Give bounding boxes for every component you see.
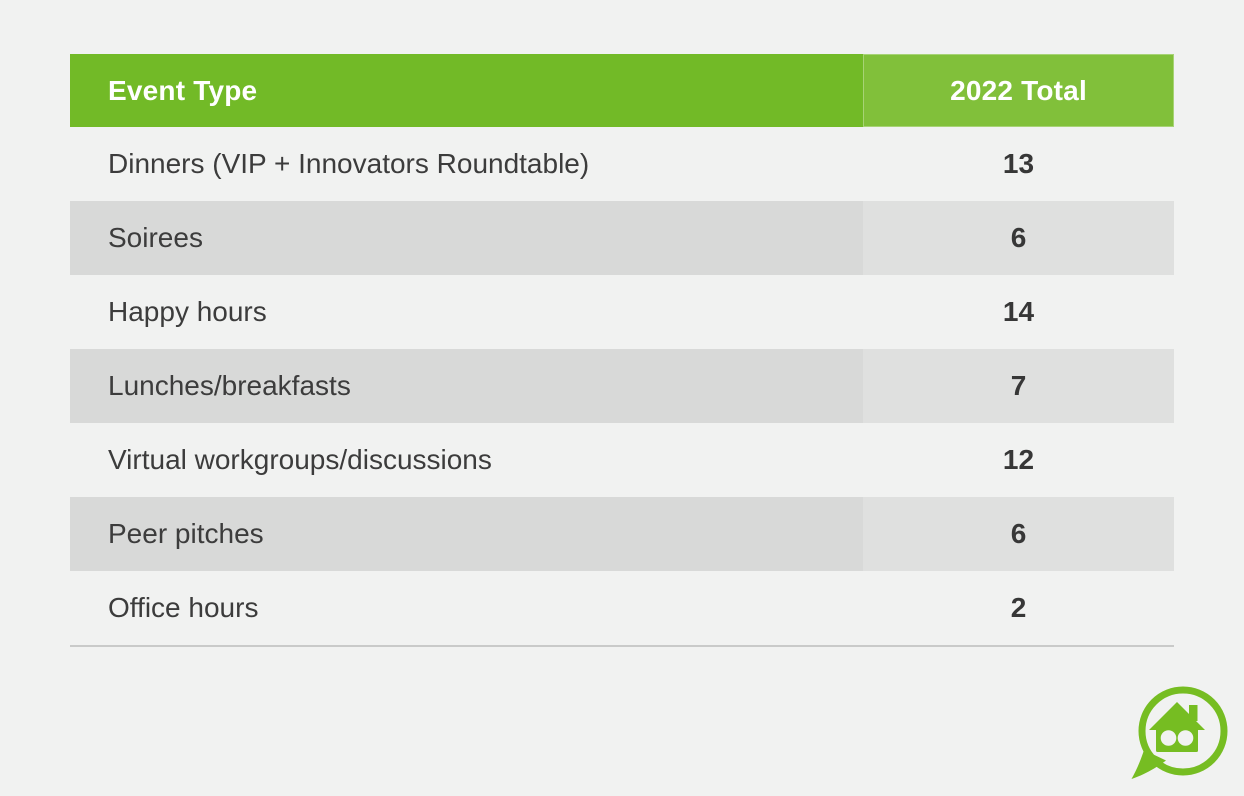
total-cell: 14 <box>1002 296 1035 327</box>
event-type-cell: Dinners (VIP + Innovators Roundtable) <box>108 148 590 179</box>
total-cell: 7 <box>863 349 1174 423</box>
event-type-cell: Soirees <box>70 201 863 275</box>
table-row: Happy hours 14 <box>70 275 1174 349</box>
table-row: Virtual workgroups/discussions 12 <box>70 423 1174 497</box>
event-type-cell: Office hours <box>108 592 259 623</box>
table-row: Office hours 2 <box>70 571 1174 645</box>
table-row: Peer pitches 6 <box>70 497 1174 571</box>
total-cell: 6 <box>863 497 1174 571</box>
event-type-cell: Happy hours <box>108 296 267 327</box>
table-row: Dinners (VIP + Innovators Roundtable) 13 <box>70 127 1174 201</box>
column-header-2022-total: 2022 Total <box>863 54 1174 127</box>
table-row: Lunches/breakfasts 7 <box>70 349 1174 423</box>
event-type-cell: Lunches/breakfasts <box>70 349 863 423</box>
table-row: Soirees 6 <box>70 201 1174 275</box>
total-cell: 6 <box>863 201 1174 275</box>
events-table: Event Type 2022 Total Dinners (VIP + Inn… <box>70 54 1174 647</box>
column-header-event-type: Event Type <box>70 54 863 127</box>
total-cell: 13 <box>1002 148 1035 179</box>
table-header-row: Event Type 2022 Total <box>70 54 1174 127</box>
total-cell: 12 <box>1002 444 1035 475</box>
event-type-cell: Peer pitches <box>70 497 863 571</box>
total-cell: 2 <box>1010 592 1027 623</box>
event-type-cell: Virtual workgroups/discussions <box>108 444 492 475</box>
table-bottom-border <box>70 645 1174 647</box>
house-in-speech-bubble-logo-icon <box>1131 686 1228 779</box>
